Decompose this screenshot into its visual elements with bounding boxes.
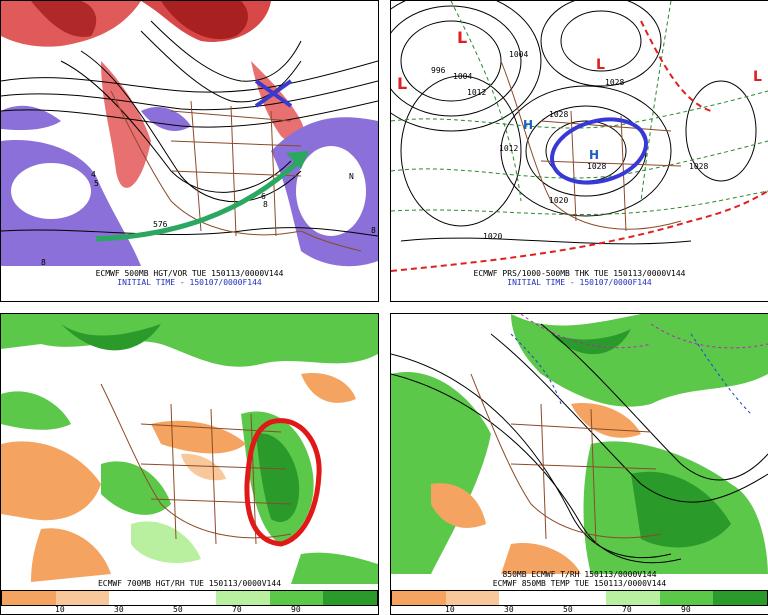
panel-500mb-vorticity: 576 4 5 8 8 6 8 N ECMWF 500MB HGT/VOR TU…	[0, 0, 379, 302]
x-mark	[254, 79, 293, 108]
high-label: H	[523, 118, 533, 132]
rh-scale-segment	[216, 591, 270, 605]
low-label: L	[457, 28, 467, 47]
caption-line1: ECMWF 500MB HGT/VOR TUE 150113/0000V144	[95, 269, 284, 278]
rh-tick: 70	[622, 605, 632, 614]
rh-tick: 10	[445, 605, 455, 614]
contour-label: 8	[41, 258, 46, 267]
contour-label: 6	[261, 192, 266, 201]
map-500mb: 576 4 5 8 8 6 8 N	[1, 1, 378, 267]
contour-label: 8	[263, 200, 268, 209]
rh-tick: 50	[173, 605, 183, 614]
caption-line2: INITIAL TIME - 150107/0000F144	[117, 278, 262, 287]
isobar-label: 1028	[605, 78, 624, 87]
map-pressure: L L L L H H 996 1004 1012 1012 1020 1028…	[391, 1, 768, 272]
high-pressure-circle	[549, 117, 649, 185]
caption-line2: INITIAL TIME - 150107/0000F144	[507, 278, 652, 287]
isobar-label: 1004	[509, 50, 528, 59]
rh-scale-segment	[713, 591, 768, 605]
rh-color-scale	[391, 590, 768, 606]
contour-label: N	[349, 172, 354, 181]
panel-850mb-temp-rh: 850MB ECMWF T/RH 150113/0000V144 ECMWF 8…	[390, 313, 768, 615]
contour-label: 576	[153, 220, 168, 229]
caption-line1: ECMWF PRS/1000-500MB THK TUE 150113/0000…	[473, 269, 686, 278]
rh-scale-segment	[323, 591, 378, 605]
low-label: L	[397, 74, 407, 93]
isobar-label: 1028	[689, 162, 708, 171]
high-label: H	[589, 148, 599, 162]
panel-surface-pressure: L L L L H H 996 1004 1012 1012 1020 1028…	[390, 0, 768, 302]
contour-label: 4	[91, 170, 96, 179]
low-label: L	[753, 69, 762, 85]
isobar-label: 996	[431, 66, 446, 75]
rh-scale-segment	[606, 591, 660, 605]
rh-scale-segment	[109, 591, 163, 605]
isobar-label: 1020	[549, 196, 568, 205]
rh-tick: 90	[681, 605, 691, 614]
isobar-label: 1028	[549, 110, 568, 119]
rh-tick: 90	[291, 605, 301, 614]
contour-label: 8	[371, 226, 376, 235]
rh-scale-segment	[499, 591, 553, 605]
rh-scale-segment	[659, 591, 714, 605]
contour-label: 5	[94, 179, 99, 188]
rh-tick: 30	[114, 605, 124, 614]
low-label: L	[596, 57, 605, 73]
rh-scale-segment	[2, 591, 56, 605]
moisture-highlight-circle	[244, 418, 322, 547]
rh-tick: 10	[55, 605, 65, 614]
panel-700mb-rh: ECMWF 700MB HGT/RH TUE 150113/0000V144 1…	[0, 313, 379, 615]
rh-scale-segment	[392, 591, 446, 605]
map-850mb	[391, 314, 768, 574]
rh-tick: 30	[504, 605, 514, 614]
isobar-label: 1028	[587, 162, 606, 171]
rh-scale-segment	[55, 591, 110, 605]
caption-line1: ECMWF 700MB HGT/RH TUE 150113/0000V144	[97, 579, 282, 588]
caption-line1: 850MB ECMWF T/RH 150113/0000V144	[502, 570, 657, 579]
caption-line2: ECMWF 850MB TEMP TUE 150113/0000V144	[492, 579, 667, 588]
rh-tick: 70	[232, 605, 242, 614]
isobar-label: 1004	[453, 72, 472, 81]
trajectory-arrow	[95, 157, 303, 242]
rh-scale-segment	[552, 591, 607, 605]
isobar-label: 1012	[499, 144, 518, 153]
rh-scale-segment	[269, 591, 324, 605]
rh-tick: 50	[563, 605, 573, 614]
map-700mb-rh	[1, 314, 378, 584]
rh-color-scale	[1, 590, 378, 606]
isobar-label: 1020	[483, 232, 502, 241]
rh-scale-segment	[162, 591, 217, 605]
rh-scale-segment	[445, 591, 500, 605]
isobar-label: 1012	[467, 88, 486, 97]
